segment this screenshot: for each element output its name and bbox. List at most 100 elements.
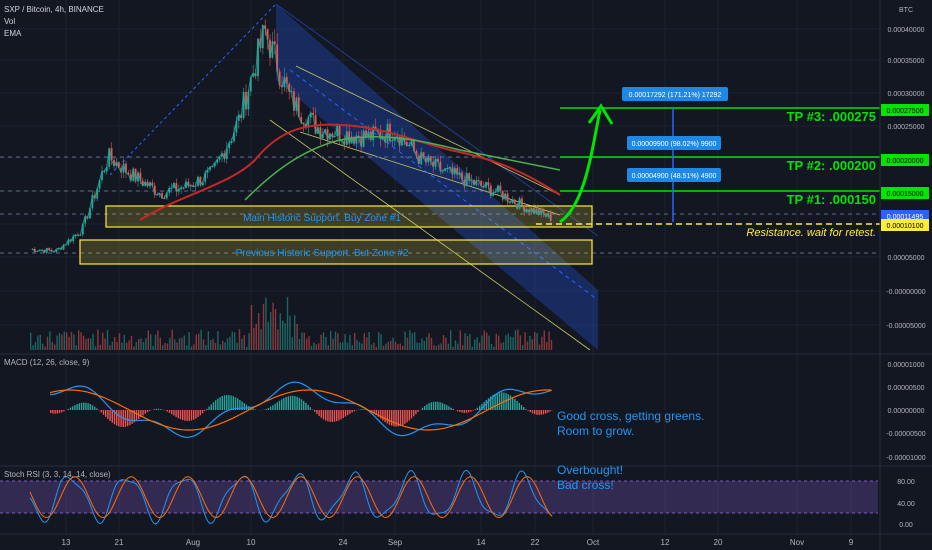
candle-body	[55, 249, 58, 253]
candle-body	[122, 163, 125, 173]
macd-histogram-bar	[142, 410, 144, 416]
macd-line	[49, 381, 552, 438]
stoch-axis[interactable]: 80.00 40.00 0.00	[897, 479, 915, 529]
macd-histogram-bar	[144, 410, 146, 414]
volume-bar	[56, 335, 58, 350]
price-axis[interactable]: 0.00040000 0.00035000 0.00030000 0.00025000…	[881, 27, 929, 330]
time-axis[interactable]: 13 21 Aug 10 24 Sep 14 22 Oct 12 20 Nov 9	[62, 538, 854, 547]
macd-histogram-bar	[457, 410, 459, 412]
candle-body	[273, 41, 276, 45]
macd-axis[interactable]: 0.00001000 0.00000500 0.00000000 -0.0000050…	[886, 362, 925, 462]
macd-histogram-bar	[435, 401, 437, 410]
volume-bar	[500, 343, 502, 350]
projection-arrowhead	[587, 103, 614, 125]
measure-label-3: 0.00017292 (171.21%) 17292	[629, 92, 722, 99]
tp2-label: TP #2: .000200	[787, 158, 876, 173]
candle-body	[132, 168, 135, 181]
macd-histogram-bar	[388, 410, 391, 425]
indicator-vol[interactable]: Vol	[4, 17, 15, 26]
candle-body	[67, 239, 70, 245]
macd-histogram-bar	[536, 410, 538, 415]
time-axis-label: Nov	[790, 538, 804, 547]
candle-body	[43, 249, 46, 253]
stoch-pane	[29, 469, 553, 525]
volume-bar	[438, 344, 440, 350]
macd-histogram-bar	[463, 410, 465, 413]
time-axis-label: 21	[115, 538, 124, 547]
macd-histogram-bar	[171, 410, 173, 415]
macd-histogram-bar	[443, 403, 446, 410]
volume-bar	[176, 342, 178, 350]
volume-bar	[529, 336, 531, 350]
candle-body	[480, 180, 483, 186]
volume-bar	[193, 344, 195, 350]
volume-bar	[265, 297, 267, 350]
candle-body	[451, 167, 454, 175]
volume-bar	[70, 331, 73, 350]
symbol-title[interactable]: SXP / Bitcoin, 4h, BINANCE	[4, 5, 104, 14]
macd-histogram-bar	[193, 410, 195, 420]
macd-note-2: Room to grow.	[557, 424, 634, 438]
volume-bar	[394, 341, 397, 350]
price-axis-label: -0.00005000	[886, 323, 925, 330]
macd-histogram-bar	[91, 405, 94, 410]
volume-bar	[382, 345, 385, 350]
volume-bar	[92, 333, 94, 350]
macd-histogram-bar	[426, 404, 428, 410]
macd-histogram-bar	[87, 403, 89, 410]
macd-histogram-bar	[133, 410, 135, 423]
macd-histogram-bar	[72, 406, 74, 410]
candle-body	[192, 185, 195, 187]
macd-histogram-bar	[364, 409, 366, 410]
macd-histogram-bar	[173, 410, 175, 416]
time-axis-label: 24	[339, 538, 348, 547]
volume-bar	[346, 342, 349, 350]
macd-histogram-bar	[80, 402, 83, 410]
macd-histogram-bar	[380, 410, 382, 419]
volume-bar	[342, 342, 344, 350]
candle-body	[405, 141, 408, 146]
volume-bar	[99, 344, 101, 350]
volume-bar	[536, 333, 538, 350]
volume-bar	[118, 333, 121, 350]
price-tag	[881, 104, 929, 116]
candle-body	[237, 114, 240, 121]
volume-bar	[75, 345, 77, 350]
macd-histogram-bar	[494, 393, 496, 410]
candle-body	[420, 152, 423, 165]
macd-histogram-bar	[375, 410, 377, 416]
candle-body	[413, 140, 415, 151]
volume-bar	[291, 337, 293, 350]
volume-bar	[363, 333, 365, 350]
candle-body	[48, 248, 51, 251]
candle-body	[353, 136, 355, 144]
candle-body	[81, 223, 84, 235]
macd-histogram-bar	[52, 410, 54, 414]
time-axis-label: 13	[62, 538, 71, 547]
candle-body	[187, 181, 190, 187]
candle-body	[57, 247, 60, 250]
macd-axis-label: 0.00001000	[888, 362, 925, 369]
candle-body	[506, 193, 509, 202]
volume-bar	[46, 336, 49, 350]
volume-bar	[486, 332, 488, 350]
macd-histogram-bar	[300, 399, 303, 410]
volume-bar	[301, 332, 303, 350]
volume-bar	[450, 330, 452, 350]
volume-bar	[380, 334, 382, 350]
candle-body	[523, 205, 526, 213]
macd-histogram-bar	[107, 410, 109, 419]
macd-histogram-bar	[111, 410, 113, 423]
volume-bar	[409, 330, 411, 350]
volume-bar	[493, 346, 495, 350]
volume-bar	[212, 338, 214, 350]
indicator-ema[interactable]: EMA	[4, 29, 22, 38]
volume-bar	[378, 332, 380, 350]
macd-histogram-bar	[61, 410, 63, 413]
volume-bar	[512, 337, 514, 350]
macd-histogram-bar	[340, 410, 342, 420]
candle-body	[285, 77, 288, 84]
buy-zone-1	[105, 205, 593, 228]
candle-body	[487, 182, 490, 186]
